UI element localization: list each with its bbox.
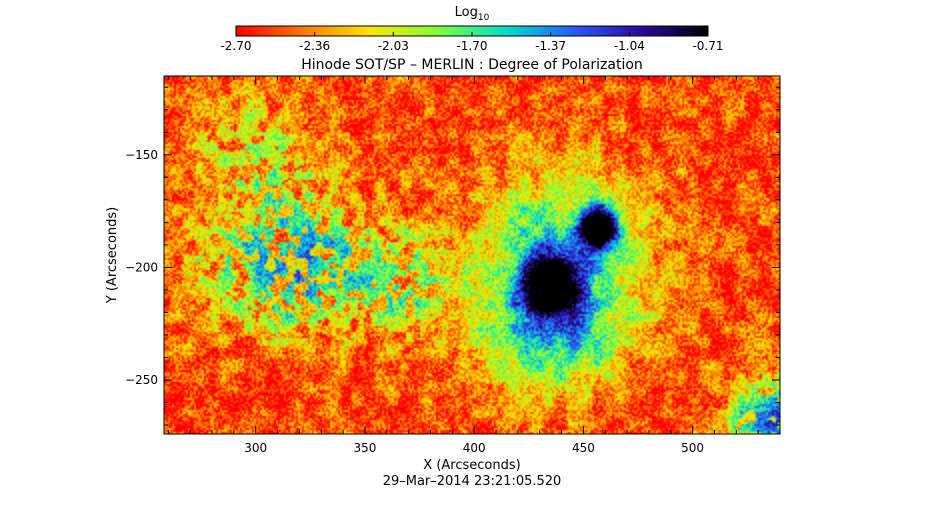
- x-tick-label: 450: [572, 441, 595, 455]
- y-tick-label: −150: [125, 148, 158, 162]
- date-label: 29–Mar–2014 23:21:05.520: [383, 474, 562, 489]
- colorbar-title-subscript: 10: [478, 13, 490, 23]
- y-axis-label: Y (Arcseconds): [105, 207, 120, 304]
- y-tick-label: −200: [125, 260, 158, 274]
- colorbar-tick-label: -1.04: [614, 39, 645, 53]
- colorbar-ticks: -2.70 -2.36 -2.03 -1.70 -1.37 -1.04 -0.71: [220, 32, 724, 53]
- plot-frame: [163, 75, 781, 435]
- colorbar-tick-label: -2.03: [378, 39, 409, 53]
- colorbar-tick-label: -0.71: [692, 39, 723, 53]
- chart-title: Hinode SOT/SP – MERLIN : Degree of Polar…: [301, 57, 643, 73]
- x-tick-label: 350: [354, 441, 377, 455]
- y-tick-label: −250: [125, 373, 158, 387]
- colorbar-title: Log10: [455, 5, 490, 23]
- heatmap: [164, 76, 780, 434]
- x-axis-ticks: 300 350 400 450 500: [167, 76, 781, 455]
- x-tick-label: 500: [681, 441, 704, 455]
- x-tick-label: 400: [463, 441, 486, 455]
- heatmap-image: [164, 76, 780, 434]
- colorbar-tick-label: -2.70: [220, 39, 251, 53]
- x-axis-label: X (Arcseconds): [423, 458, 520, 473]
- y-axis-ticks: −150 −200 −250: [125, 86, 780, 426]
- x-tick-label: 300: [244, 441, 267, 455]
- colorbar-tick-label: -1.70: [456, 39, 487, 53]
- colorbar-tick-label: -1.37: [535, 39, 566, 53]
- colorbar-tick-label: -2.36: [299, 39, 330, 53]
